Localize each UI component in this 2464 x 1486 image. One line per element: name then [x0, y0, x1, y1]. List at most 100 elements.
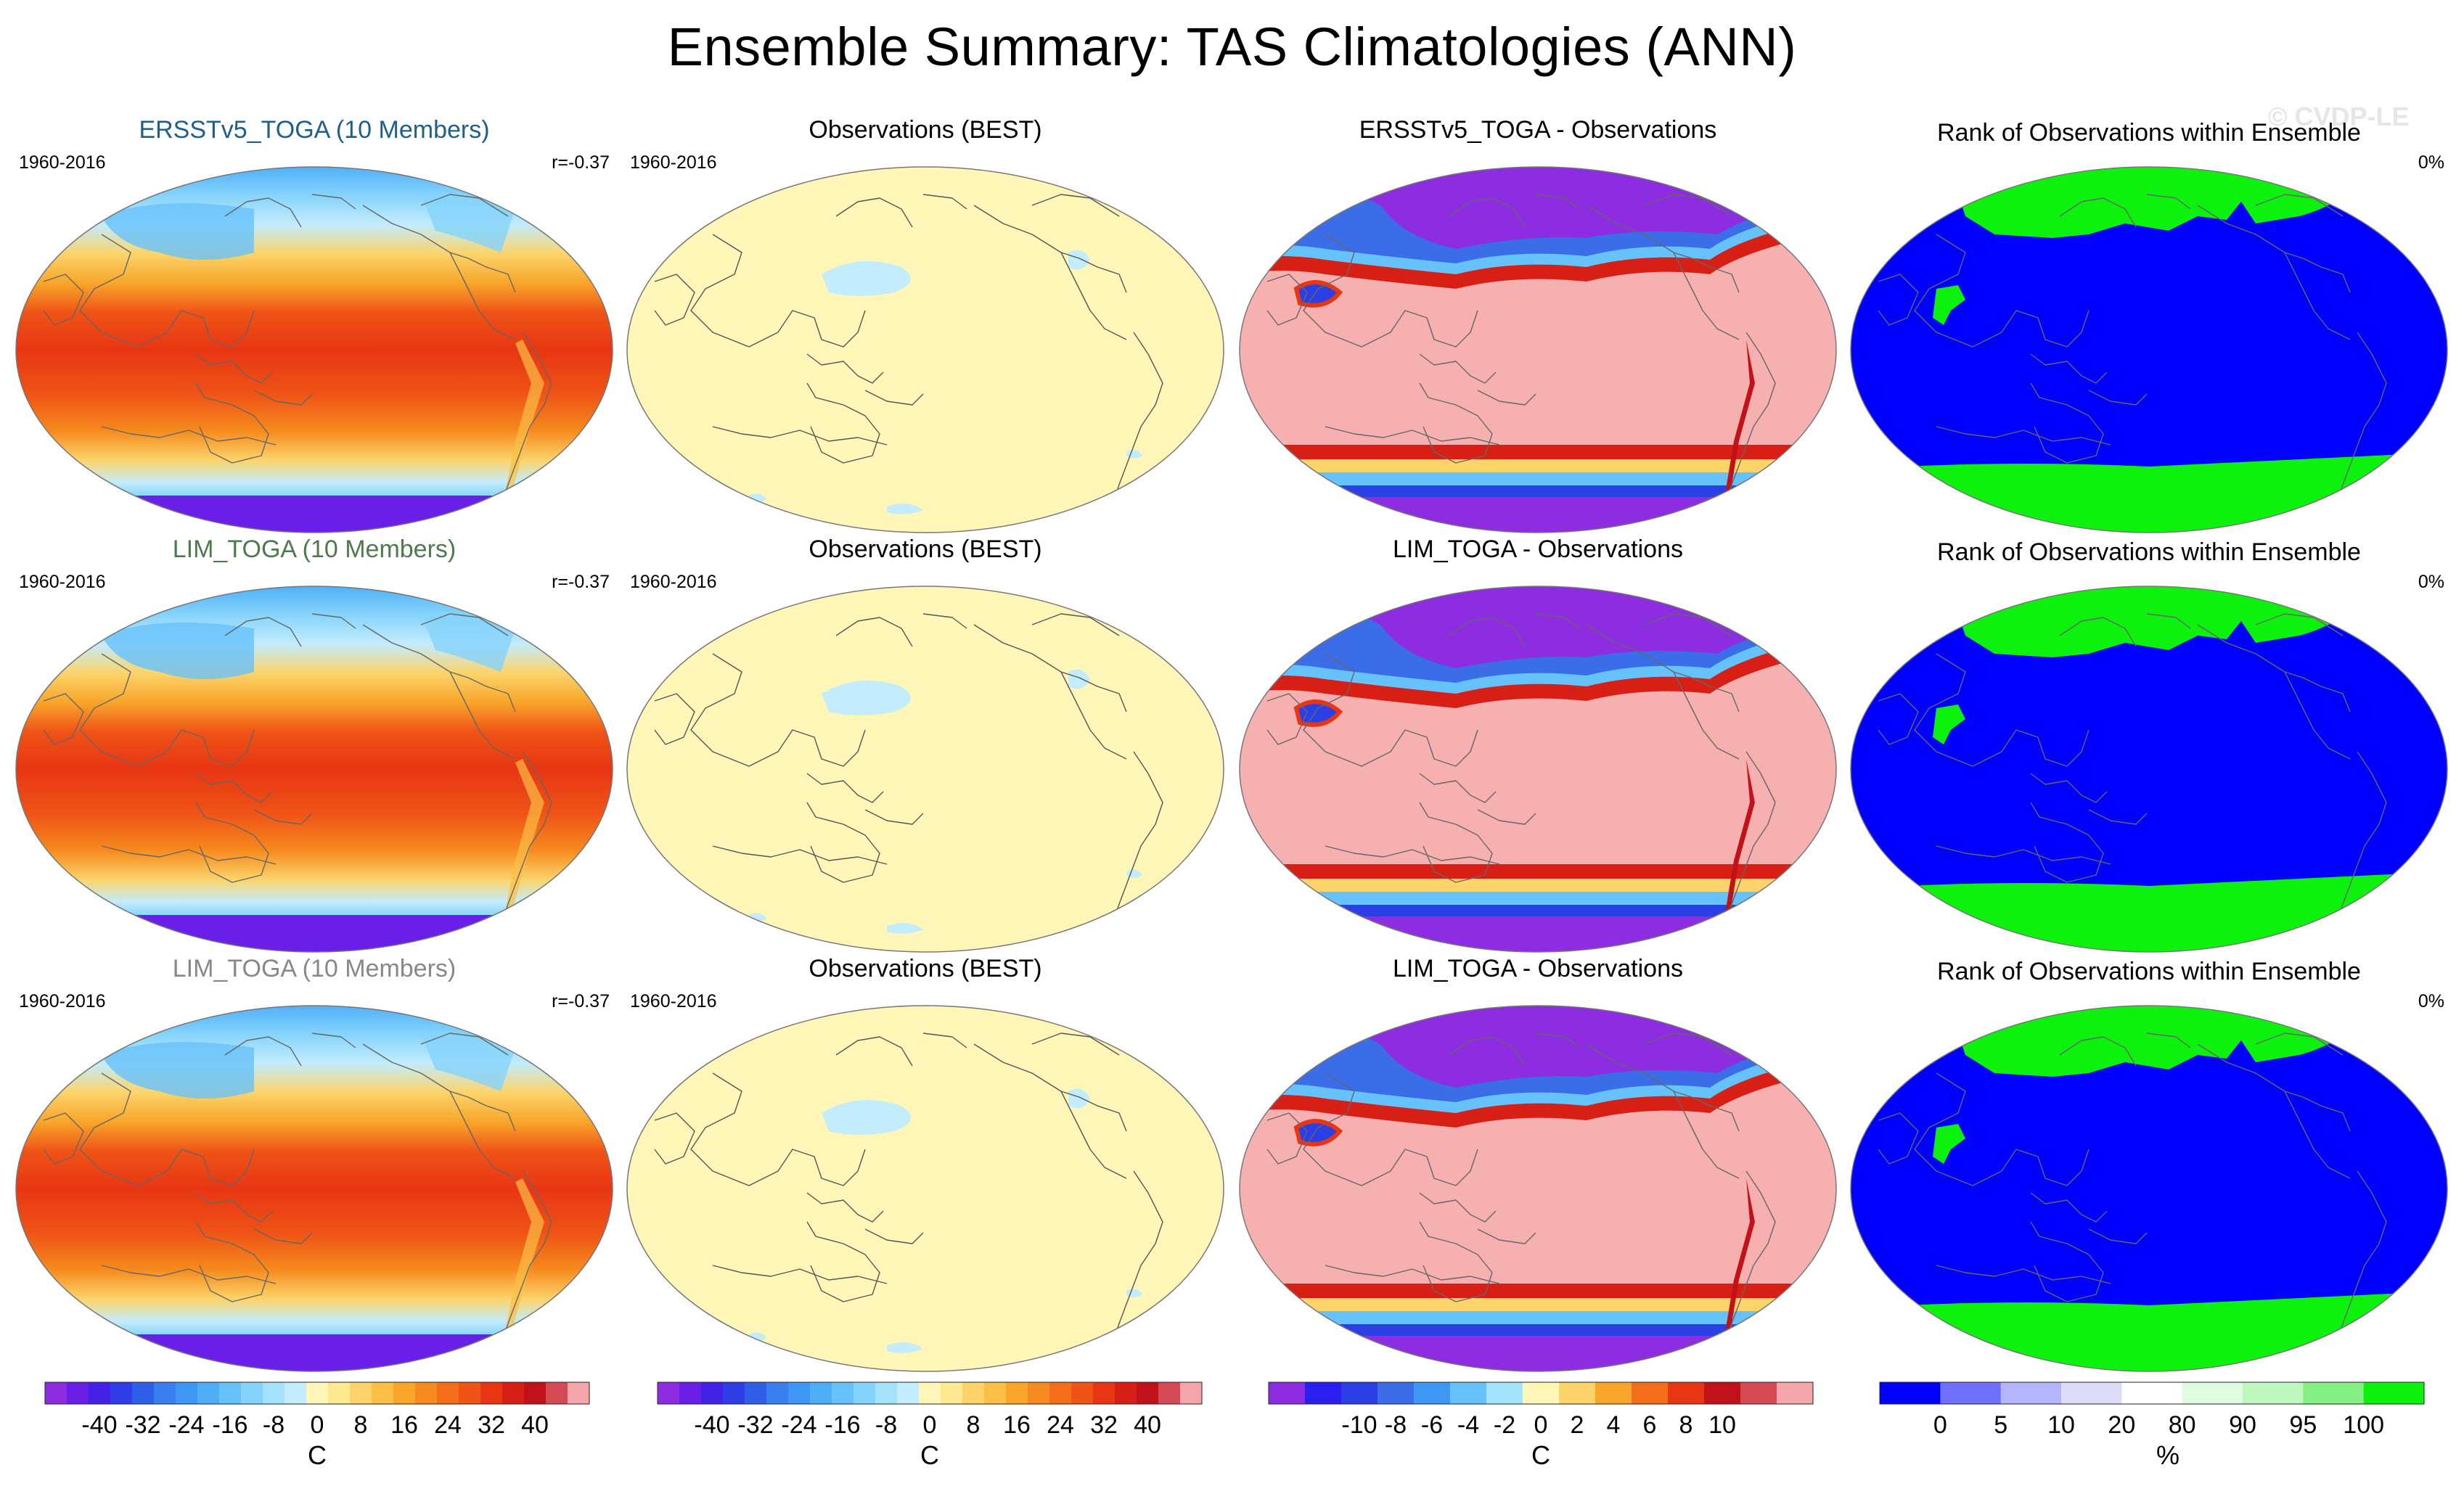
panel-rank-row-3: Rank of Observations within Ensemble 0% — [1849, 955, 2449, 1374]
colorbar-swatch — [415, 1382, 438, 1404]
colorbar-swatch — [1115, 1382, 1137, 1404]
pattern-correlation: r=-0.37 — [552, 991, 610, 1011]
colorbar-tick-label: 8 — [1679, 1411, 1693, 1439]
colorbar-swatch — [219, 1382, 242, 1404]
watermark: © CVDP-LE — [2268, 102, 2410, 131]
colorbar-tick-label: 2 — [1571, 1411, 1584, 1439]
panel-diff-row-3: LIM_TOGA - Observations — [1238, 955, 1838, 1374]
colorbar-swatch — [723, 1382, 745, 1404]
panel-title: Observations (BEST) — [809, 535, 1042, 563]
period-label: 1960-2016 — [630, 152, 717, 173]
colorbar-swatch — [1523, 1382, 1560, 1404]
colorbar-swatch — [832, 1382, 854, 1404]
colorbar-swatch — [658, 1382, 680, 1404]
colorbar-unit: C — [308, 1440, 327, 1470]
colorbar-swatch — [393, 1382, 416, 1404]
colorbar-unit: C — [920, 1440, 939, 1470]
colorbar-tick-label: -16 — [824, 1411, 860, 1439]
colorbar-swatch — [1093, 1382, 1116, 1404]
colorbar-swatch — [1071, 1382, 1094, 1404]
colorbar-swatch — [1378, 1382, 1415, 1404]
map-diff — [1238, 165, 1838, 534]
panel-model-row-3: LIM_TOGA (10 Members) 1960-2016 r=-0.37 — [15, 955, 614, 1374]
panel-obs-row-1: Observations (BEST) 1960-2016 — [626, 116, 1225, 535]
period-label: 1960-2016 — [19, 991, 106, 1011]
colorbar-swatch — [459, 1382, 481, 1404]
panel-title: ERSSTv5_TOGA (10 Members) — [139, 116, 490, 144]
colorbar-swatch — [1450, 1382, 1487, 1404]
colorbar-swatch — [984, 1382, 1007, 1404]
colorbar-tick-label: -6 — [1421, 1411, 1443, 1439]
colorbar-swatch — [919, 1382, 941, 1404]
colorbar-swatch — [1740, 1382, 1777, 1404]
colorbar-swatch — [263, 1382, 285, 1404]
rank-percent: 0% — [2418, 572, 2444, 592]
colorbar-tick-label: -16 — [212, 1411, 247, 1439]
colorbar-tick-label: -10 — [1341, 1411, 1377, 1439]
colorbar-tick-label: 16 — [390, 1411, 418, 1439]
panel-diff-row-2: LIM_TOGA - Observations — [1238, 535, 1838, 955]
colorbar-swatch — [1158, 1382, 1181, 1404]
colorbar-swatch — [941, 1382, 963, 1404]
colorbar-swatch — [328, 1382, 351, 1404]
map-rank — [1849, 165, 2449, 534]
colorbar-swatch — [132, 1382, 155, 1404]
panel-title: LIM_TOGA - Observations — [1393, 955, 1683, 982]
panel-diff-row-1: ERSSTv5_TOGA - Observations — [1238, 116, 1838, 535]
colorbar-swatch — [176, 1382, 198, 1404]
colorbar-swatch — [285, 1382, 307, 1404]
panel-model-row-1: ERSSTv5_TOGA (10 Members) 1960-2016 r=-0.3… — [15, 116, 614, 535]
colorbar-swatch — [546, 1382, 568, 1404]
colorbar-swatch — [1006, 1382, 1028, 1404]
colorbar-tick-label: -4 — [1457, 1411, 1479, 1439]
colorbar-tick-label: 32 — [478, 1411, 505, 1439]
colorbar-swatch — [745, 1382, 767, 1404]
colorbar-tick-label: 100 — [2343, 1411, 2384, 1439]
colorbar-tick-label: 40 — [521, 1411, 549, 1439]
colorbar-tick-label: 24 — [1047, 1411, 1074, 1439]
colorbar-swatch — [1704, 1382, 1741, 1404]
colorbar-tick-label: 5 — [1994, 1411, 2007, 1439]
colorbar-tick-label: 95 — [2289, 1411, 2317, 1439]
colorbar-swatch — [306, 1382, 329, 1404]
colorbar-tick-label: 32 — [1090, 1411, 1118, 1439]
period-label: 1960-2016 — [630, 991, 717, 1011]
colorbar-swatch — [502, 1382, 525, 1404]
colorbar-swatch — [1414, 1382, 1451, 1404]
colorbar-swatch — [372, 1382, 394, 1404]
map-model — [15, 1004, 614, 1373]
colorbar-swatch — [524, 1382, 547, 1404]
colorbar-swatch — [1940, 1382, 2002, 1404]
colorbar-swatch — [1341, 1382, 1378, 1404]
colorbar-unit: % — [2156, 1440, 2179, 1470]
panel-obs-row-2: Observations (BEST) 1960-2016 — [626, 535, 1225, 955]
colorbar-swatch — [1137, 1382, 1159, 1404]
panel-title: Observations (BEST) — [809, 116, 1042, 144]
colorbar-swatch — [1559, 1382, 1596, 1404]
panel-title: Rank of Observations within Ensemble — [1937, 538, 2361, 566]
colorbar-swatch — [1049, 1382, 1072, 1404]
colorbar-swatch — [67, 1382, 89, 1404]
colorbar-tick-label: 0 — [1534, 1411, 1548, 1439]
colorbar-tick-label: -2 — [1494, 1411, 1515, 1439]
colorbar-tick-label: 10 — [2047, 1411, 2075, 1439]
map-obs — [626, 585, 1225, 953]
panel-title: Rank of Observations within Ensemble — [1937, 119, 2361, 147]
panel-title: ERSSTv5_TOGA - Observations — [1359, 116, 1717, 144]
colorbar-swatch — [2000, 1382, 2062, 1404]
pattern-correlation: r=-0.37 — [552, 152, 610, 173]
colorbar-swatch — [875, 1382, 898, 1404]
map-diff — [1238, 1004, 1838, 1373]
map-diff — [1238, 585, 1838, 953]
colorbar-tick-label: -24 — [168, 1411, 204, 1439]
map-model — [15, 165, 614, 534]
colorbar-swatch — [854, 1382, 876, 1404]
colorbar-tick-label: 8 — [967, 1411, 981, 1439]
colorbar-tick-label: -8 — [1385, 1411, 1407, 1439]
pattern-correlation: r=-0.37 — [552, 572, 610, 592]
colorbar-tick-label: 0 — [923, 1411, 937, 1439]
colorbar-unit: C — [1531, 1440, 1550, 1470]
colorbar-swatch — [1777, 1382, 1814, 1404]
colorbar-tick-label: 20 — [2108, 1411, 2135, 1439]
colorbar-tick-label: -8 — [263, 1411, 285, 1439]
